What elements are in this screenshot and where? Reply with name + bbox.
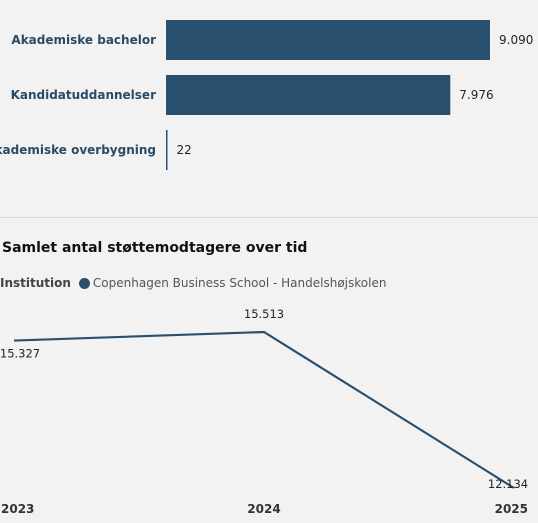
data-label: 15.513: [244, 307, 284, 321]
bar[interactable]: [166, 130, 168, 170]
line-chart-legend: Institution Copenhagen Business School -…: [0, 275, 386, 291]
series-line[interactable]: [13, 330, 515, 489]
section-divider: [0, 217, 538, 218]
data-label: 15.327: [0, 347, 40, 361]
bar-value-label: 7.976: [459, 88, 493, 102]
bar-category-label: Akademiske bachelor: [11, 33, 156, 47]
bar[interactable]: [166, 75, 451, 115]
bar[interactable]: [166, 20, 490, 60]
legend-marker: [78, 277, 90, 289]
bar-value-label: 9.090: [499, 33, 533, 47]
x-tick-label: 2024: [247, 502, 280, 516]
line-chart-title: Samlet antal støttemodtagere over tid: [2, 240, 308, 256]
bar-chart: Akademiske bachelor 9.090 Kandidatuddannel…: [0, 20, 533, 170]
line-chart: 15.327 15.513 12.134 2023 2024 2025: [0, 307, 528, 516]
legend-series-label[interactable]: Copenhagen Business School - Handelshøjs…: [92, 276, 387, 290]
bar-category-label: Akademiske overbygning: [0, 143, 156, 157]
x-tick-label: 2023: [1, 502, 34, 516]
bar-value-label: 22: [177, 143, 192, 157]
bar-category-label: Kandidatuddannelser: [11, 88, 157, 102]
x-tick-label: 2025: [495, 502, 528, 516]
data-label: 12.134: [488, 477, 528, 491]
legend-title: Institution: [0, 276, 71, 290]
